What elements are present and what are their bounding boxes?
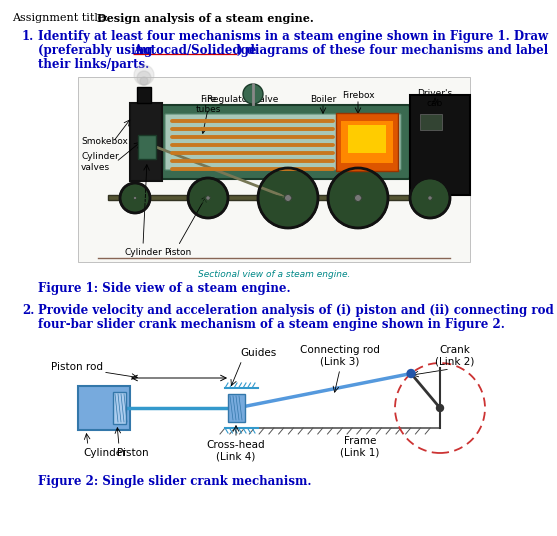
Circle shape	[243, 84, 263, 104]
Text: their links/parts.: their links/parts.	[38, 58, 149, 71]
Text: Sectional view of a steam engine.: Sectional view of a steam engine.	[198, 270, 350, 279]
Bar	[108, 195, 445, 200]
Bar	[113, 392, 126, 424]
Text: Design analysis of a steam engine.: Design analysis of a steam engine.	[97, 13, 314, 24]
Text: Regulator valve: Regulator valve	[207, 95, 278, 104]
Text: Piston: Piston	[164, 248, 192, 257]
Text: Cylinder
valves: Cylinder valves	[81, 152, 119, 172]
Text: Provide velocity and acceleration analysis of (i) piston and (ii) connecting rod: Provide velocity and acceleration analys…	[38, 304, 557, 317]
Bar	[420, 114, 442, 130]
Text: Figure 2: Single slider crank mechanism.: Figure 2: Single slider crank mechanism.	[38, 475, 311, 488]
Text: Figure 1: Side view of a steam engine.: Figure 1: Side view of a steam engine.	[38, 282, 291, 295]
FancyBboxPatch shape	[165, 114, 401, 170]
Text: Smokebox: Smokebox	[81, 138, 128, 146]
Text: Driver's
cab: Driver's cab	[417, 89, 452, 108]
Bar	[410, 95, 470, 195]
Text: four-bar slider crank mechanism of a steam engine shown in Figure 2.: four-bar slider crank mechanism of a ste…	[38, 318, 505, 331]
Circle shape	[410, 178, 450, 218]
Text: Guides: Guides	[240, 348, 276, 358]
Bar	[137, 87, 151, 103]
Text: 1.: 1.	[22, 30, 34, 43]
Text: Boiler: Boiler	[310, 95, 336, 104]
Circle shape	[120, 183, 150, 213]
Circle shape	[134, 65, 154, 85]
Text: Autocad/Solidedge: Autocad/Solidedge	[133, 44, 257, 57]
Bar	[348, 125, 386, 153]
Text: (preferably using: (preferably using	[38, 44, 157, 57]
Circle shape	[428, 196, 432, 200]
Bar	[341, 121, 393, 163]
Bar	[78, 77, 470, 262]
Text: Firebox: Firebox	[341, 91, 374, 100]
Text: Cross-head
(Link 4): Cross-head (Link 4)	[207, 440, 265, 461]
Circle shape	[206, 196, 211, 200]
Bar	[138, 135, 156, 159]
Circle shape	[354, 195, 361, 202]
Bar	[336, 113, 398, 171]
Circle shape	[137, 71, 151, 85]
Text: Fire
tubes: Fire tubes	[196, 95, 221, 114]
Text: Connecting rod
(Link 3): Connecting rod (Link 3)	[300, 345, 380, 367]
Circle shape	[140, 77, 148, 85]
Circle shape	[188, 178, 228, 218]
Circle shape	[258, 168, 318, 228]
Circle shape	[133, 196, 137, 200]
Text: Cylinder: Cylinder	[124, 248, 162, 257]
Bar	[130, 103, 162, 181]
Text: Piston rod: Piston rod	[51, 362, 103, 372]
Text: Frame
(Link 1): Frame (Link 1)	[340, 436, 380, 458]
Circle shape	[437, 405, 443, 412]
Text: Crank
(Link 2): Crank (Link 2)	[436, 345, 475, 367]
Bar	[228, 394, 245, 422]
Text: Assignment title:: Assignment title:	[12, 13, 111, 23]
Text: ) diagrams of these four mechanisms and label: ) diagrams of these four mechanisms and …	[237, 44, 548, 57]
Text: Identify at least four mechanisms in a steam engine shown in Figure 1. Draw: Identify at least four mechanisms in a s…	[38, 30, 548, 43]
Circle shape	[407, 369, 415, 377]
Circle shape	[285, 195, 292, 202]
Text: Piston: Piston	[117, 448, 149, 458]
Circle shape	[328, 168, 388, 228]
Text: 2.: 2.	[22, 304, 35, 317]
FancyBboxPatch shape	[156, 105, 410, 179]
Text: Cylinder: Cylinder	[83, 448, 126, 458]
Bar	[78, 386, 130, 430]
